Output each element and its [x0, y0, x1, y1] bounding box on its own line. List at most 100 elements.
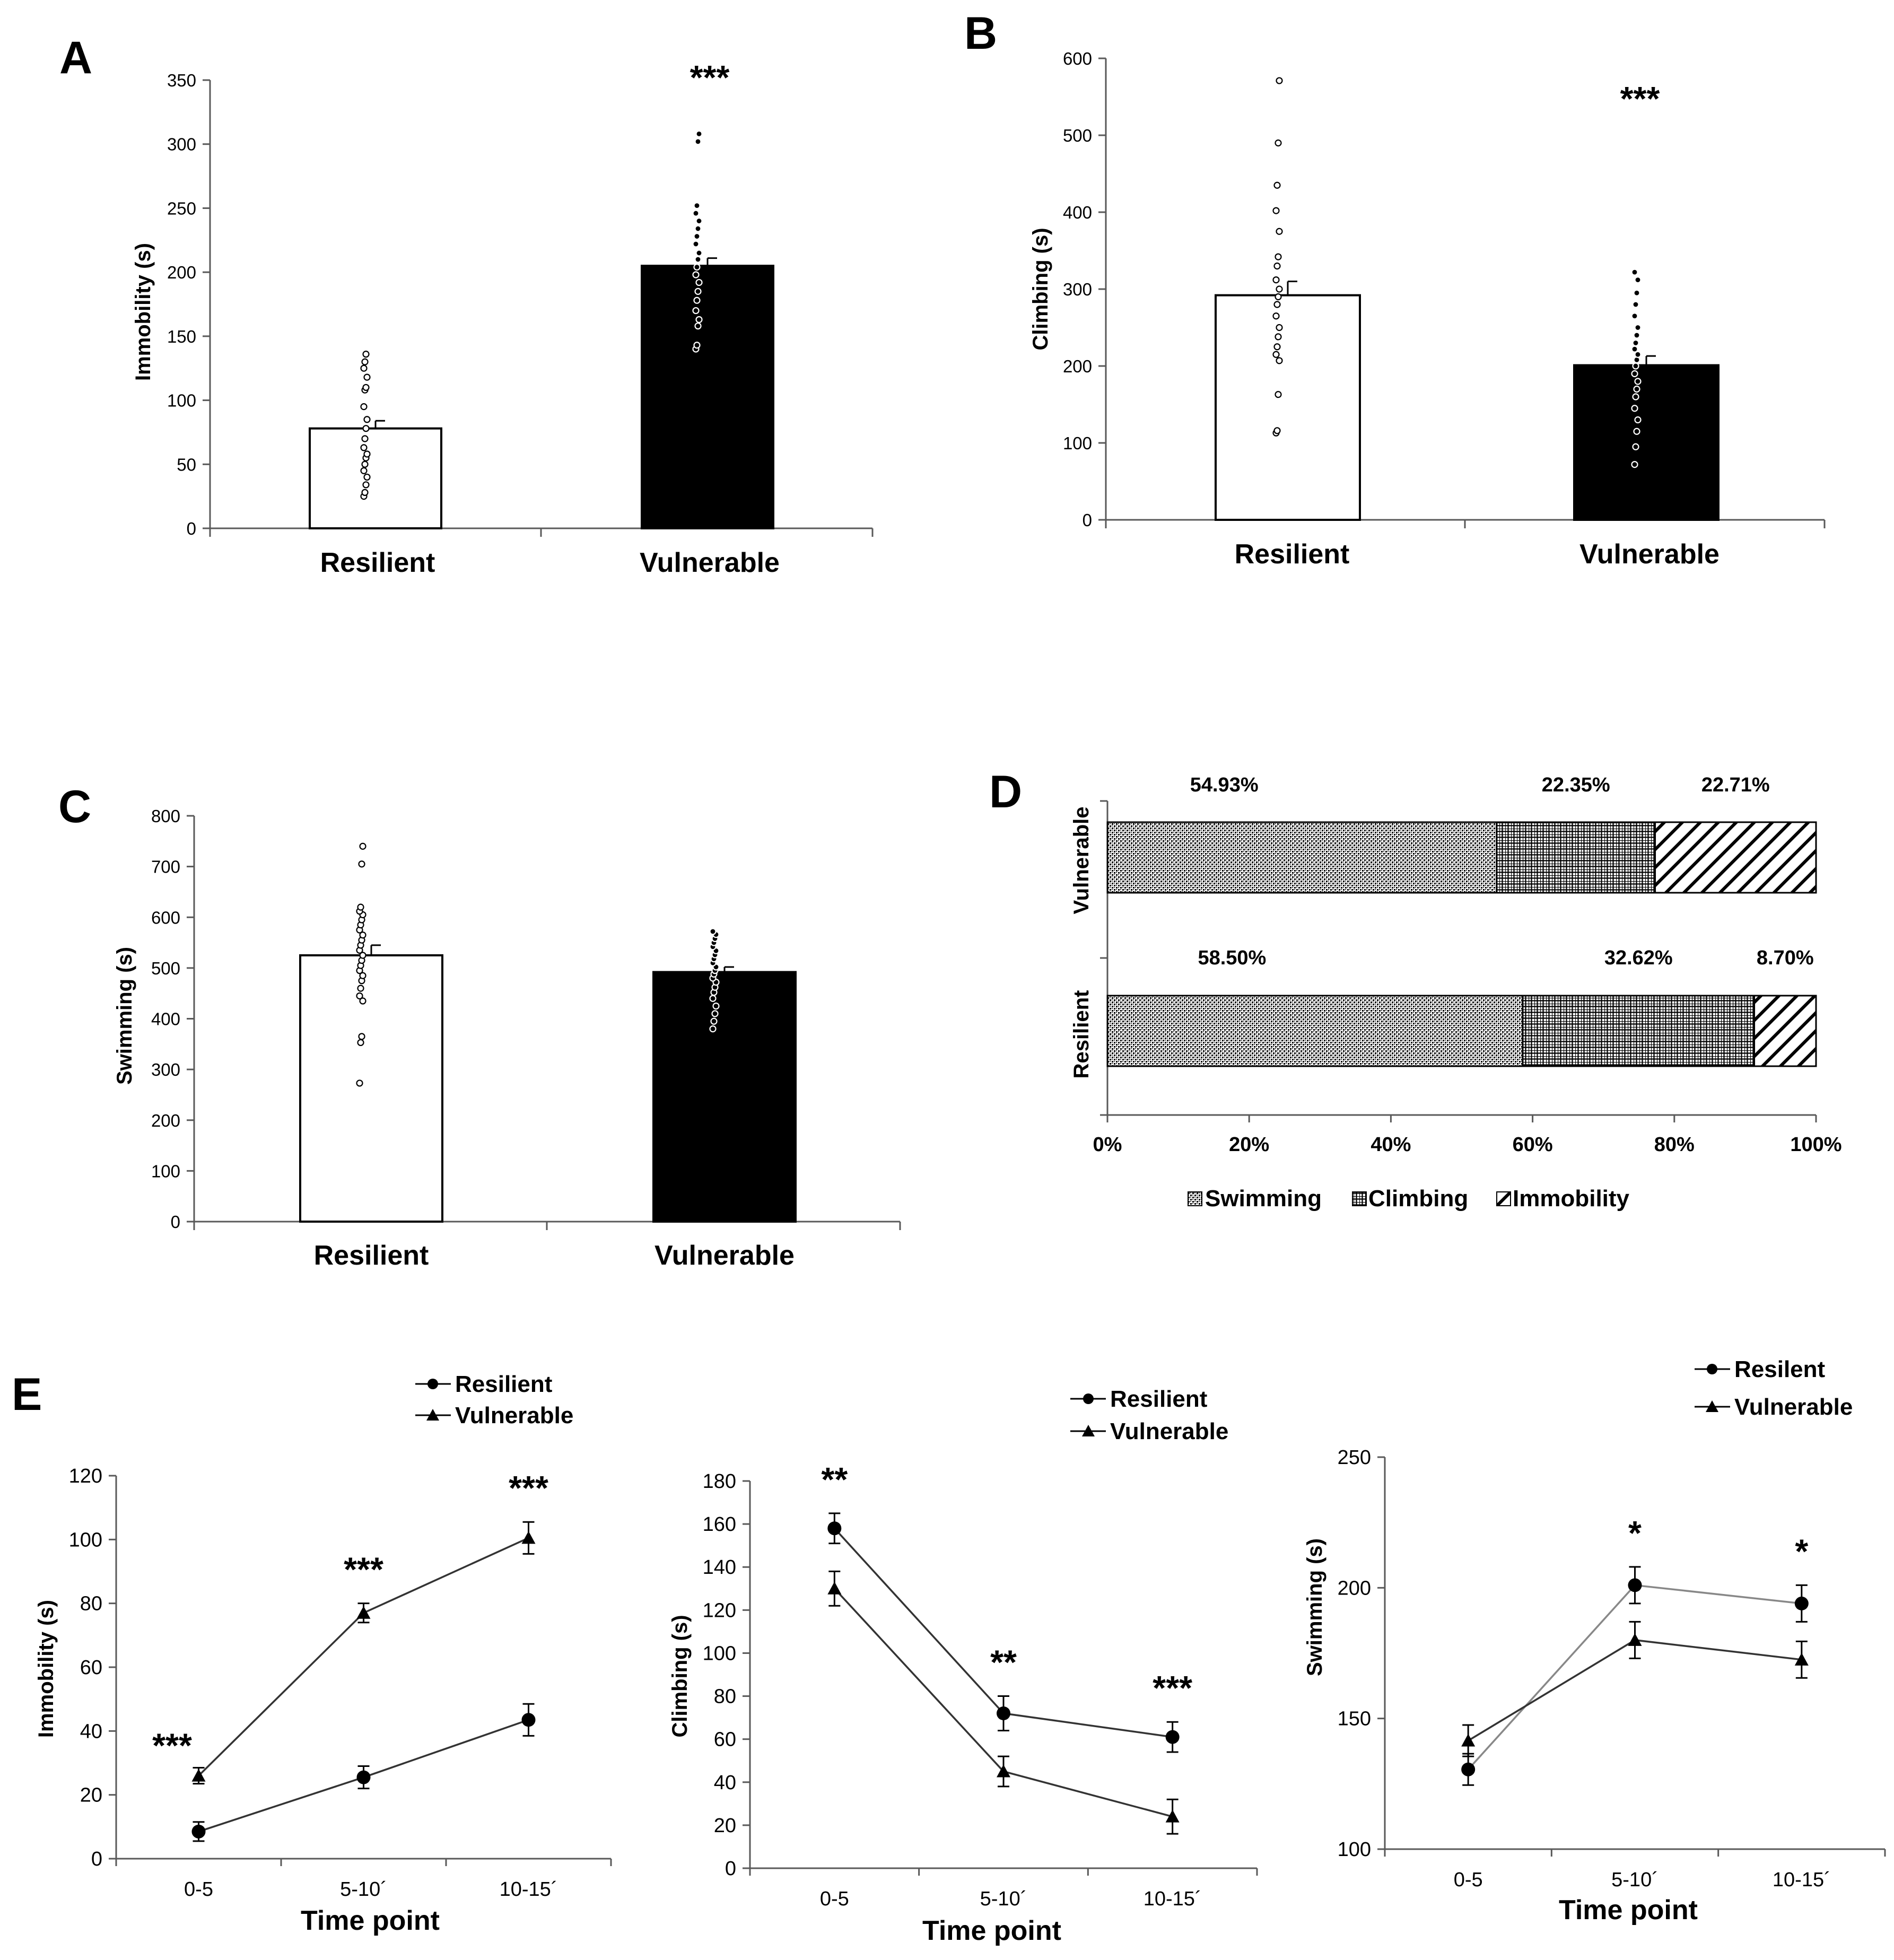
panel-e2-legend-vulnerable: Vulnerable: [1110, 1418, 1228, 1444]
panel-a-bar-resilient: [309, 427, 442, 530]
panel-e1-axes: 0 20 40 60 80 100 120 0-5 5-10´ 10-15´: [69, 1465, 612, 1901]
panel-b-data-point: [1631, 405, 1638, 412]
panel-e3-point-circle: [1461, 1762, 1476, 1776]
panel-e3-legend: Resilent Vulnerable: [1695, 1356, 1853, 1420]
panel-b-data-point: [1276, 357, 1283, 364]
panel-c-category-vulnerable: Vulnerable: [654, 1240, 795, 1271]
panel-e2-y-tick-label: 180: [703, 1470, 736, 1493]
panel-a-data-point: [692, 210, 700, 217]
panel-a-significance: ***: [690, 58, 730, 97]
panel-d-segment-climbing-resilient: [1522, 995, 1756, 1067]
panel-e1-point-triangle: [191, 1769, 206, 1782]
panel-a-data-point: [694, 322, 702, 330]
legend-immobility-swatch: [1496, 1191, 1511, 1206]
panel-e2-significance: **: [990, 1643, 1017, 1682]
panel-c-data-point: [357, 985, 364, 992]
panel-b-data-point: [1631, 312, 1638, 320]
panel-a-data-point: [693, 232, 701, 240]
panel-b-y-tick-label: 100: [1063, 433, 1092, 453]
panel-e3-point-circle: [1628, 1578, 1642, 1592]
panel-a-y-tick-label: 350: [167, 71, 196, 90]
panel-e1-x-tick-label: 0-5: [184, 1878, 213, 1901]
panel-a-data-point: [361, 358, 369, 365]
panel-a-data-point: [363, 450, 371, 458]
panel-e1-legend-resilient: Resilient: [455, 1371, 553, 1397]
panel-e3-point-triangle: [1628, 1633, 1642, 1646]
panel-e3-point-circle: [1794, 1596, 1809, 1610]
panel-a-data-point: [360, 467, 368, 474]
panel-a-data-point: [360, 444, 368, 451]
panel-c-data-point: [356, 1079, 363, 1087]
panel-c-data-point: [359, 842, 366, 850]
panel-a-y-tick-label: 100: [167, 391, 196, 411]
panel-b-data-point: [1275, 293, 1282, 301]
panel-c-y-tick-label: 400: [151, 1009, 180, 1029]
panel-a-data-point: [361, 489, 369, 496]
legend-swimming-label: Swimming: [1205, 1186, 1322, 1212]
panel-a-data-point: [692, 307, 700, 315]
panel-b-data-point: [1273, 181, 1281, 189]
panel-e-climbing-line-chart: Climbing (s) 0 20 40 60 80 100 120 140 160 180 0-5…: [668, 1386, 1258, 1946]
panel-d-value-label: 22.71%: [1701, 774, 1770, 796]
panel-d-segment-immobility-vulnerable: [1654, 821, 1817, 894]
panel-b-data-point: [1276, 285, 1283, 293]
panel-b-data-point: [1273, 427, 1281, 434]
panel-e1-y-tick-label: 60: [80, 1657, 102, 1679]
panel-e2-series: *******: [821, 1460, 1192, 1835]
panel-d-x-tick-label: 80%: [1654, 1134, 1695, 1156]
panel-a-data-point: [695, 278, 703, 286]
panel-c-y-axis-label: Swimming (s): [113, 947, 136, 1085]
panel-c-data-point: [358, 1033, 365, 1040]
panel-c-y-tick-label: 300: [151, 1060, 180, 1079]
panel-c-data-point: [356, 992, 363, 1000]
panel-e3-y-tick-label: 150: [1338, 1708, 1371, 1730]
panel-d-segment-climbing-vulnerable: [1496, 821, 1656, 894]
panel-b-data-point: [1632, 301, 1639, 308]
panel-e3-y-axis-label: Swimming (s): [1303, 1538, 1326, 1676]
panel-e2-x-tick-label: 10-15´: [1144, 1888, 1202, 1910]
panel-label-b: B: [964, 8, 997, 59]
panel-b-data-point: [1273, 343, 1281, 351]
panel-b-data-point: [1273, 262, 1281, 270]
panel-b-data-point: [1634, 324, 1642, 332]
panel-e3-y-tick-label: 250: [1338, 1447, 1371, 1469]
panel-e3-significance: *: [1795, 1532, 1808, 1570]
panel-a-bars: [309, 130, 774, 530]
panel-c-y-tick-label: 0: [171, 1212, 180, 1232]
panel-a-data-point: [361, 435, 369, 442]
panel-a-y-tick-label: 0: [187, 519, 196, 538]
panel-label-a: A: [59, 32, 92, 83]
panel-e1-series: *** *** ***: [152, 1469, 548, 1842]
panel-c-y-tick-label: 200: [151, 1111, 180, 1130]
panel-c-data-point: [709, 995, 717, 1002]
panel-b-data-point: [1272, 276, 1280, 284]
panel-e2-point-circle: [1165, 1730, 1180, 1744]
panel-b-data-point: [1633, 332, 1640, 339]
panel-b-y-tick-label: 400: [1063, 203, 1092, 222]
panel-e3-point-triangle: [1794, 1652, 1809, 1666]
panel-b-y-tick-label: 200: [1063, 356, 1092, 376]
panel-b-y-tick-label: 300: [1063, 280, 1092, 299]
panel-e1-y-tick-label: 20: [80, 1784, 102, 1807]
panel-a-data-point: [363, 373, 371, 381]
panel-d-segment-swimming-resilient: [1106, 995, 1524, 1067]
panel-e1-legend-vulnerable: Vulnerable: [455, 1403, 573, 1428]
panel-d-segment-immobility-resilient: [1753, 995, 1817, 1067]
panel-e2-y-tick-label: 160: [703, 1513, 736, 1536]
panel-b-data-point: [1273, 301, 1281, 308]
panel-e1-point-circle: [356, 1770, 371, 1784]
panel-e2-x-tick-label: 5-10´: [980, 1888, 1027, 1910]
panel-e2-x-axis-label: Time point: [922, 1915, 1061, 1946]
panel-b-data-point: [1634, 378, 1642, 385]
panel-e1-significance: ***: [509, 1469, 548, 1507]
panel-b-data-point: [1631, 370, 1638, 378]
panel-e3-x-tick-label: 0-5: [1454, 1869, 1483, 1891]
panel-e2-point-triangle: [827, 1581, 842, 1595]
panel-e1-point-circle: [521, 1713, 536, 1727]
panel-e2-x-tick-label: 0-5: [820, 1888, 849, 1910]
panel-e1-y-tick-label: 100: [69, 1529, 102, 1551]
panel-label-e: E: [12, 1369, 42, 1420]
panel-a-data-point: [694, 138, 702, 145]
panel-b-data-point: [1633, 428, 1640, 435]
